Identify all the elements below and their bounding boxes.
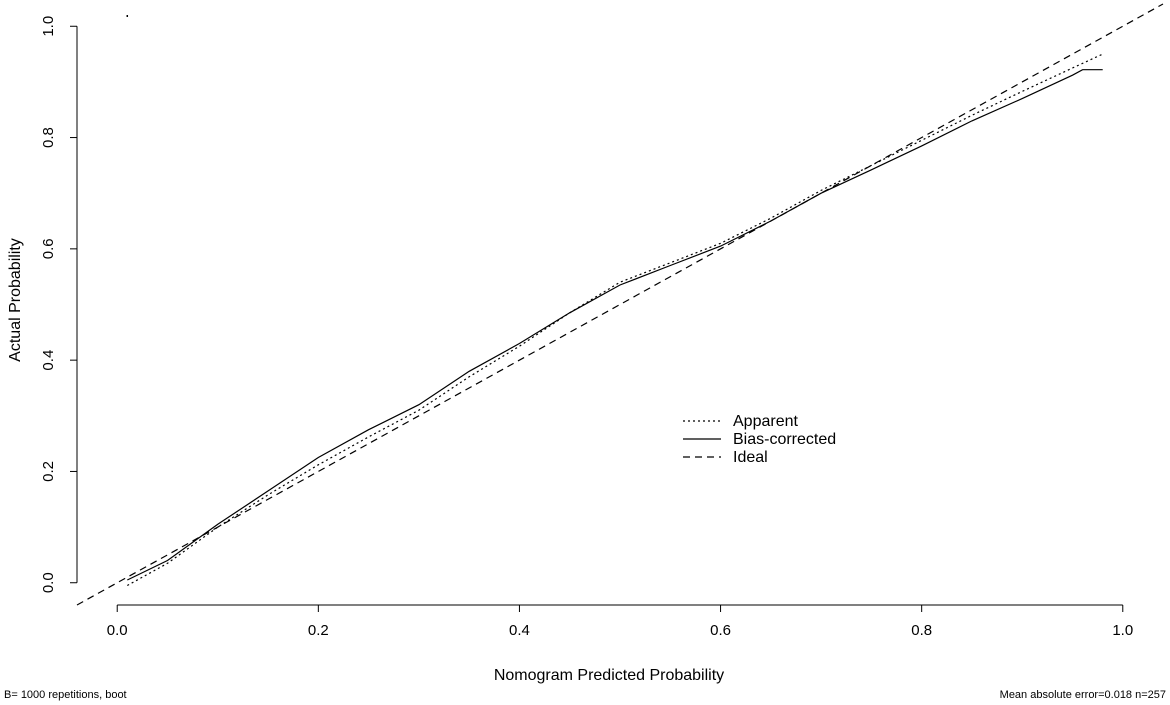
- series-line-ideal: [76, 3, 1164, 606]
- legend-label: Ideal: [733, 449, 768, 466]
- y-ticks: 0.0 0.2 0.4 0.6 0.8 1.0: [40, 16, 77, 593]
- y-axis-title: Actual Probability: [7, 238, 24, 362]
- legend-label: Bias-corrected: [733, 431, 836, 448]
- y-tick-label: 1.0: [40, 16, 57, 37]
- x-tick-label: 0.2: [308, 622, 329, 639]
- x-tick-label: 0.8: [911, 622, 932, 639]
- series-layer: [76, 3, 1164, 606]
- x-tick-label: 0.6: [710, 622, 731, 639]
- y-tick-label: 0.2: [40, 461, 57, 482]
- y-tick-label: 0.0: [40, 572, 57, 593]
- y-tick-label: 0.8: [40, 127, 57, 148]
- x-tick-label: 0.4: [509, 622, 530, 639]
- x-tick-label: 0.0: [107, 622, 128, 639]
- axes: 0.0 0.2 0.4 0.6 0.8 1.0 0.0 0.2 0.4 0.6 0.8 1.0: [40, 16, 1133, 639]
- x-ticks: 0.0 0.2 0.4 0.6 0.8 1.0: [107, 605, 1133, 639]
- y-tick-label: 0.6: [40, 238, 57, 259]
- series-line-apparent: [127, 53, 1103, 587]
- footnote-left: B= 1000 repetitions, boot: [4, 689, 127, 701]
- legend-label: Apparent: [733, 413, 798, 430]
- y-tick-label: 0.4: [40, 350, 57, 371]
- footnote-right: Mean absolute error=0.018 n=257: [1000, 689, 1166, 701]
- series-line-bias-corrected: [127, 69, 1103, 581]
- x-tick-label: 1.0: [1112, 622, 1133, 639]
- x-axis-title: Nomogram Predicted Probability: [494, 667, 724, 684]
